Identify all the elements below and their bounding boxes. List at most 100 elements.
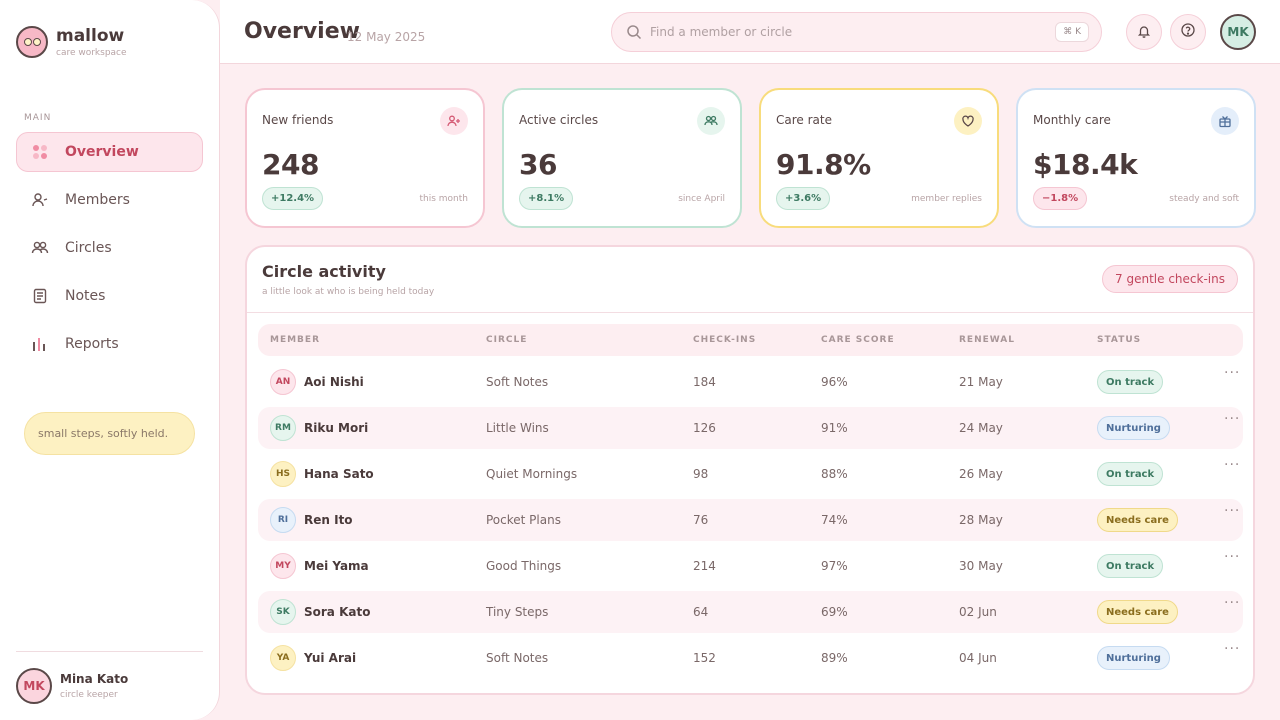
member-name[interactable]: Aoi Nishi: [304, 375, 364, 389]
help-button[interactable]: [1170, 14, 1206, 50]
renewal-date: 21 May: [959, 375, 1003, 389]
table-row[interactable]: HS Hana Sato Quiet Mornings 98 88% 26 Ma…: [258, 453, 1243, 495]
sidebar-item-overview[interactable]: Overview: [16, 132, 203, 172]
heart-icon: [954, 107, 982, 135]
table-row[interactable]: SK Sora Kato Tiny Steps 64 69% 02 Jun Ne…: [258, 591, 1243, 633]
circle-activity-panel: Circle activity a little look at who is …: [245, 245, 1255, 695]
sidebar-item-members[interactable]: Members: [16, 180, 203, 220]
page-date: 12 May 2025: [347, 30, 426, 44]
check-ins-value: 152: [693, 651, 716, 665]
more-options-icon[interactable]: ···: [1224, 457, 1241, 473]
brand-name: mallow: [56, 26, 125, 46]
table-row[interactable]: RM Riku Mori Little Wins 126 91% 24 May …: [258, 407, 1243, 449]
circle-name: Little Wins: [486, 421, 549, 435]
avatar: RM: [270, 415, 296, 441]
add-user-icon: [440, 107, 468, 135]
kpi-card-care-rate[interactable]: Care rate 91.8% +3.6% member replies: [759, 88, 999, 228]
kpi-label: Active circles: [519, 113, 599, 127]
sidebar-item-reports[interactable]: Reports: [16, 324, 203, 364]
notifications-button[interactable]: [1126, 14, 1162, 50]
member-name[interactable]: Ren Ito: [304, 513, 353, 527]
kpi-value: $18.4k: [1033, 148, 1138, 181]
member-name[interactable]: Riku Mori: [304, 421, 369, 435]
sidebar-item-label: Reports: [65, 336, 119, 352]
avatar: AN: [270, 369, 296, 395]
more-options-icon[interactable]: ···: [1224, 503, 1241, 519]
avatar: RI: [270, 507, 296, 533]
renewal-date: 28 May: [959, 513, 1003, 527]
check-ins-value: 214: [693, 559, 716, 573]
more-options-icon[interactable]: ···: [1224, 641, 1241, 657]
check-ins-badge[interactable]: 7 gentle check-ins: [1102, 265, 1238, 293]
panel-subtitle: a little look at who is being held today: [262, 287, 435, 297]
panel-title: Circle activity: [262, 262, 386, 281]
care-score-value: 97%: [821, 559, 848, 573]
kpi-delta: +12.4%: [262, 187, 324, 210]
kpi-note: since April: [678, 194, 725, 204]
sidebar-item-notes[interactable]: Notes: [16, 276, 203, 316]
more-options-icon[interactable]: ···: [1224, 365, 1241, 381]
member-name[interactable]: Sora Kato: [304, 605, 371, 619]
table-row[interactable]: RI Ren Ito Pocket Plans 76 74% 28 May Ne…: [258, 499, 1243, 541]
kpi-label: Care rate: [776, 113, 832, 127]
circle-name: Quiet Mornings: [486, 467, 578, 481]
status-badge: Needs care: [1097, 600, 1178, 624]
users-icon: [31, 239, 49, 257]
bar-chart-icon: [31, 335, 49, 353]
kpi-delta: +3.6%: [776, 187, 831, 210]
avatar: MY: [270, 553, 296, 579]
check-ins-value: 98: [693, 467, 709, 481]
more-options-icon[interactable]: ···: [1224, 595, 1241, 611]
grid-icon: [31, 143, 49, 161]
kpi-note: steady and soft: [1169, 194, 1239, 204]
user-profile[interactable]: MK Mina Kato circle keeper: [16, 668, 128, 704]
brand[interactable]: mallow care workspace: [16, 26, 127, 58]
care-score-value: 96%: [821, 375, 848, 389]
sidebar-item-circles[interactable]: Circles: [16, 228, 203, 268]
circle-name: Pocket Plans: [486, 513, 561, 527]
search-bar[interactable]: ⌘ K: [611, 12, 1102, 52]
search-icon: [626, 24, 642, 40]
status-badge: On track: [1097, 370, 1164, 394]
care-score-value: 89%: [821, 651, 848, 665]
status-badge: On track: [1097, 462, 1164, 486]
check-ins-value: 64: [693, 605, 709, 619]
kpi-value: 36: [519, 148, 557, 181]
table-row[interactable]: YA Yui Arai Soft Notes 152 89% 04 Jun Nu…: [258, 637, 1243, 679]
kpi-card-monthly-care[interactable]: Monthly care $18.4k −1.8% steady and sof…: [1016, 88, 1256, 228]
panel-divider: [247, 312, 1253, 313]
table-row[interactable]: AN Aoi Nishi Soft Notes 184 96% 21 May O…: [258, 361, 1243, 403]
table-row[interactable]: MY Mei Yama Good Things 214 97% 30 May O…: [258, 545, 1243, 587]
kpi-value: 248: [262, 148, 319, 181]
member-name[interactable]: Mei Yama: [304, 559, 369, 573]
sidebar-item-label: Overview: [65, 144, 139, 160]
member-name[interactable]: Yui Arai: [304, 651, 357, 665]
column-header-status[interactable]: STATUS: [1097, 335, 1142, 345]
kpi-delta: +8.1%: [519, 187, 574, 210]
member-name[interactable]: Hana Sato: [304, 467, 374, 481]
kpi-card-active-circles[interactable]: Active circles 36 +8.1% since April: [502, 88, 742, 228]
renewal-date: 02 Jun: [959, 605, 997, 619]
column-header-check-ins[interactable]: CHECK-INS: [693, 335, 757, 345]
header-avatar[interactable]: MK: [1220, 14, 1256, 50]
more-options-icon[interactable]: ···: [1224, 411, 1241, 427]
more-options-icon[interactable]: ···: [1224, 549, 1241, 565]
avatar: YA: [270, 645, 296, 671]
user-icon: [31, 191, 49, 209]
bell-icon: [1137, 23, 1151, 42]
gift-icon: [1211, 107, 1239, 135]
column-header-care-score[interactable]: CARE SCORE: [821, 335, 895, 345]
column-header-circle[interactable]: CIRCLE: [486, 335, 528, 345]
care-score-value: 91%: [821, 421, 848, 435]
mallow-logo-icon: [16, 26, 48, 58]
renewal-date: 24 May: [959, 421, 1003, 435]
column-header-renewal[interactable]: RENEWAL: [959, 335, 1015, 345]
users-icon: [697, 107, 725, 135]
circle-name: Tiny Steps: [486, 605, 549, 619]
table-header: MEMBER CIRCLE CHECK-INS CARE SCORE RENEW…: [258, 324, 1243, 356]
kpi-card-new-friends[interactable]: New friends 248 +12.4% this month: [245, 88, 485, 228]
column-header-member[interactable]: MEMBER: [270, 335, 320, 345]
search-input[interactable]: [650, 25, 1040, 39]
kpi-delta: −1.8%: [1033, 187, 1088, 210]
page-title: Overview: [244, 19, 360, 44]
